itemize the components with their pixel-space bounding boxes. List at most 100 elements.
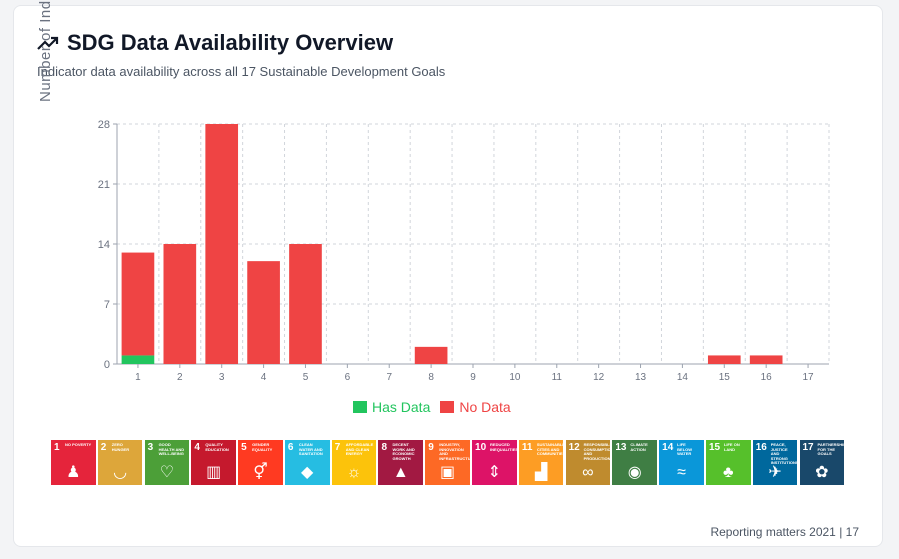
x-tick-label: 3: [219, 372, 225, 383]
sdg-tile-label: Decent Work and Economic Growth: [392, 442, 415, 461]
sdg-tile-label: Gender Equality: [252, 442, 273, 452]
header: SDG Data Availability Overview: [37, 30, 393, 56]
sdg-tile-glyph: ∞: [582, 464, 594, 481]
sdg-tile-number: 9: [428, 442, 434, 453]
x-tick-label: 15: [719, 372, 731, 383]
sdg-tile-number: 4: [194, 442, 200, 453]
sdg-tile-label: Peace, Justice and Strong Institutions: [770, 442, 798, 465]
sdg-9-icon: 9 Industry, Innovation and Infrastructure…: [425, 440, 470, 485]
sdg-tile-glyph: ✿: [815, 464, 829, 481]
sdg-tile-glyph: ▟: [534, 464, 548, 481]
sdg-tile-number: 1: [54, 442, 60, 453]
sdg-tile-number: 14: [662, 442, 674, 453]
sdg-tile-glyph: ♟: [66, 464, 81, 481]
page-subtitle: Indicator data availability across all 1…: [37, 64, 446, 79]
y-tick-label: 14: [98, 239, 110, 251]
x-tick-label: 4: [261, 372, 267, 383]
sdg-tile-label: Industry, Innovation and Infrastructure: [439, 442, 470, 461]
sdg-tile-glyph: ≈: [677, 464, 686, 481]
x-tick-label: 7: [386, 372, 392, 383]
x-tick-label: 17: [802, 372, 814, 383]
sdg-tile-glyph: ⇕: [487, 464, 502, 481]
y-tick-label: 28: [98, 119, 110, 131]
sdg-15-icon: 15 Life on Land ♣: [705, 440, 751, 485]
sdg-14-icon: 14 Life Below Water ≈: [659, 440, 704, 485]
sdg-tile-number: 8: [381, 442, 388, 453]
bar-has-data-sdg-1: [121, 355, 155, 364]
x-tick-label: 2: [177, 372, 183, 383]
sdg-tile-number: 15: [708, 442, 721, 453]
sdg-tile-label: No Poverty: [65, 442, 92, 447]
sdg-tile-number: 17: [802, 442, 814, 453]
x-tick-label: 9: [470, 372, 476, 383]
sdg-12-icon: 12Responsible Consumption and Production…: [565, 440, 611, 485]
sdg-tile-label: Quality Education: [205, 442, 229, 452]
legend-swatch-has-data: [353, 401, 367, 413]
sdg-13-icon: 13 Climate Action ◉: [612, 440, 657, 485]
x-tick-label: 6: [345, 372, 351, 383]
sdg-tile-label: Responsible Consumption and Production: [583, 442, 611, 461]
sdg-tile-number: 12: [568, 442, 580, 453]
y-tick-label: 0: [104, 359, 110, 371]
sdg-7-icon: 7 Affordable and Clean Energy ☼: [331, 440, 377, 485]
sdg-17-icon: 17Partnerships for the Goals ✿: [799, 440, 845, 485]
page-title: SDG Data Availability Overview: [67, 30, 394, 55]
bar-no-data-sdg-16: [749, 355, 783, 364]
sdg-tile-number: 6: [287, 442, 294, 453]
sdg-2-icon: 2 Zero Hunger ◡: [97, 440, 143, 485]
sdg-tile-label: Life on Land: [723, 442, 740, 452]
footer-text: Reporting matters 2021 | 17: [710, 525, 859, 539]
bar-no-data-sdg-4: [247, 261, 280, 364]
sdg-16-icon: 16 Peace, Justice and Strong Institutions…: [752, 440, 798, 485]
x-tick-label: 1: [135, 372, 141, 383]
sdg-tile-label: Partnerships for the Goals: [817, 442, 845, 456]
bar-no-data-sdg-5: [289, 244, 322, 364]
sdg-tile-glyph: ♡: [159, 464, 175, 481]
x-tick-label: 5: [303, 372, 309, 383]
sdg-tile-number: 11: [521, 442, 533, 453]
sdg-tile-glyph: ⚥: [253, 464, 268, 481]
legend-item-has-data[interactable]: Has Data: [353, 399, 430, 415]
sdg-tile-number: 2: [100, 442, 107, 453]
sdg-8-icon: 8 Decent Work and Economic Growth ▲: [378, 440, 424, 485]
x-tick-label: 8: [428, 372, 434, 383]
sdg-tile-glyph: ♣: [722, 464, 734, 481]
trending-up-icon: [37, 36, 59, 50]
sdg-tile-number: 7: [334, 442, 341, 453]
legend-item-no-data[interactable]: No Data: [440, 399, 511, 415]
sdg-tile-glyph: ▣: [439, 464, 456, 481]
sdg-6-icon: 6 Clean Water and Sanitation ◆: [284, 440, 330, 485]
sdg-tile-glyph: ✈: [768, 464, 782, 481]
y-tick-label: 7: [104, 299, 110, 311]
legend-swatch-no-data: [440, 401, 455, 413]
bar-no-data-sdg-15: [707, 355, 741, 364]
sdg-tile-glyph: ◉: [627, 464, 642, 481]
sdg-tile-number: 5: [241, 442, 247, 453]
sdg-icons-row: 1 No Poverty ♟ 2 Zero Hunger ◡ 3 Good Health an…: [51, 440, 846, 485]
x-tick-label: 11: [552, 372, 563, 383]
sdg-tile-label: Life Below Water: [677, 442, 693, 456]
sdg-10-icon: 10 Reduced Inequalities ⇕: [472, 440, 517, 485]
y-tick-label: 21: [98, 179, 110, 191]
x-tick-label: 10: [509, 372, 521, 383]
sdg-tile-label: Clean Water and Sanitation: [298, 442, 323, 456]
bar-no-data-sdg-8: [414, 346, 448, 364]
sdg-tile-number: 13: [615, 442, 627, 453]
sdg-tile-label: Zero Hunger: [111, 442, 130, 452]
sdg-tile-glyph: ◡: [113, 464, 128, 481]
sdg-tile-glyph: ◆: [301, 464, 314, 481]
sdg-1-icon: 1 No Poverty ♟: [51, 440, 96, 485]
sdg-tile-number: 10: [475, 442, 487, 453]
sdg-tile-glyph: ☼: [346, 464, 362, 481]
sdg-11-icon: 11 Sustainable Cities and Communities ▟: [518, 440, 564, 485]
legend-label-has-data: Has Data: [372, 399, 431, 415]
sdg-tile-label: Good Health and Well-being: [158, 442, 185, 456]
sdg-tile-label: Sustainable Cities and Communities: [536, 442, 564, 456]
sdg-5-icon: 5 Gender Equality ⚥: [238, 440, 283, 485]
sdg-tile-number: 3: [147, 442, 154, 453]
chart-legend[interactable]: Has Data No Data: [353, 399, 521, 415]
sdg-tile-glyph: ▲: [392, 464, 409, 481]
bar-no-data-sdg-2: [163, 244, 197, 364]
bar-no-data-sdg-1: [121, 252, 155, 356]
